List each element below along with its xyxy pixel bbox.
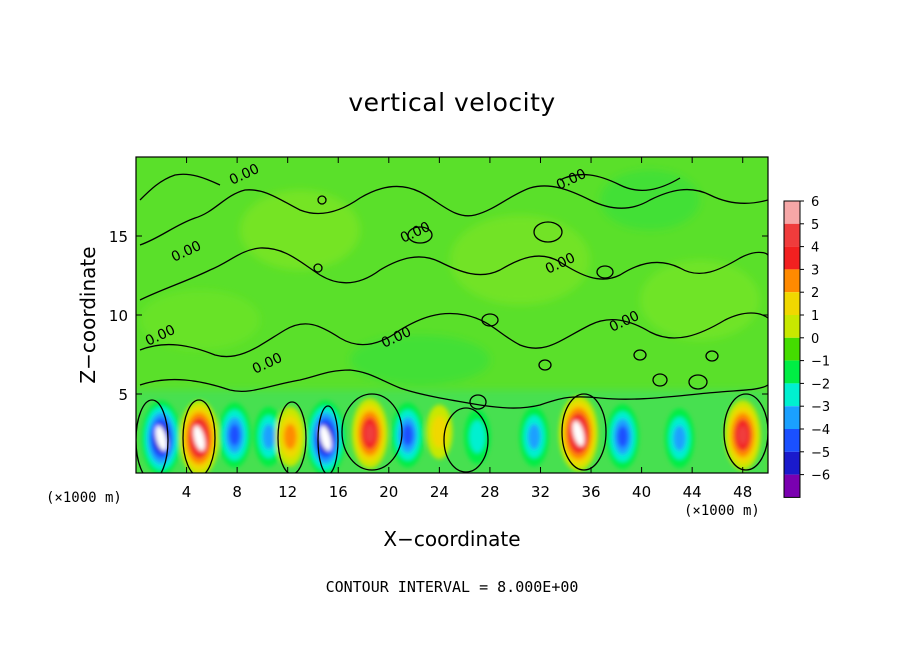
velocity-cell — [527, 423, 541, 450]
y-tick-label: 10 — [109, 307, 128, 325]
velocity-cell — [364, 424, 375, 443]
colorbar-frame — [783, 200, 801, 498]
contour-interval-note: CONTOUR INTERVAL = 8.000E+00 — [325, 578, 579, 596]
colorbar-label: −2 — [811, 377, 830, 392]
velocity-cell-core — [319, 425, 332, 451]
x-tick-label: 48 — [733, 483, 752, 501]
colorbar-label: 4 — [811, 241, 819, 256]
colorbar-swatch — [784, 474, 800, 498]
colorbar-label: 2 — [811, 286, 819, 301]
velocity-cell — [402, 424, 414, 446]
colorbar-label: −6 — [811, 469, 830, 484]
colorbar-swatch — [784, 406, 800, 429]
colorbar-label: 1 — [811, 309, 819, 324]
velocity-cell — [737, 425, 748, 445]
x-axis-label: X−coordinate — [383, 527, 521, 551]
colorbar-label: 6 — [811, 195, 819, 210]
colorbar-label: −3 — [811, 400, 830, 415]
x-tick-label: 44 — [683, 483, 702, 501]
x-tick-label: 28 — [480, 483, 499, 501]
colorbar-swatch — [784, 223, 800, 247]
x-tick-label: 20 — [379, 483, 398, 501]
velocity-cell — [262, 423, 276, 450]
velocity-cell — [229, 424, 241, 446]
colorbar-swatch — [784, 292, 800, 315]
colorbar-swatch — [784, 337, 800, 361]
colorbar-label: −4 — [811, 423, 830, 438]
velocity-cell-core — [155, 425, 168, 451]
colorbar-swatch — [784, 269, 800, 293]
velocity-cell — [673, 425, 686, 452]
colorbar-swatch — [784, 246, 800, 270]
x-tick-label: 4 — [182, 483, 192, 501]
x-unit-label-right: (×1000 m) — [684, 503, 760, 519]
colorbar-swatch — [784, 451, 800, 475]
x-tick-label: 36 — [581, 483, 600, 501]
colorbar-label: 0 — [811, 332, 819, 347]
x-tick-label: 16 — [329, 483, 348, 501]
velocity-cell — [469, 420, 486, 453]
colorbar-label: −1 — [811, 355, 830, 370]
y-tick-label: 5 — [118, 386, 128, 404]
colorbar-swatch — [784, 429, 800, 452]
colorbar-swatch — [784, 201, 800, 224]
colorbar-label: 3 — [811, 263, 819, 278]
colorbar-swatch — [784, 383, 800, 407]
x-tick-label: 24 — [430, 483, 449, 501]
colorbar-swatch — [784, 360, 800, 384]
x-tick-label: 8 — [232, 483, 242, 501]
velocity-cell — [617, 425, 629, 448]
colorbar-label: −5 — [811, 446, 830, 461]
velocity-cell-core — [193, 425, 206, 451]
y-tick-label: 15 — [109, 228, 128, 246]
x-unit-label-left: (×1000 m) — [46, 490, 122, 506]
velocity-cell — [283, 423, 297, 450]
velocity-cell-core — [572, 420, 585, 447]
x-tick-label: 40 — [632, 483, 651, 501]
x-tick-label: 12 — [278, 483, 297, 501]
colorbar-label: 5 — [811, 218, 819, 233]
chart-title: vertical velocity — [348, 88, 556, 117]
x-tick-label: 32 — [531, 483, 550, 501]
velocity-cell — [431, 415, 448, 449]
colorbar-swatch — [784, 315, 800, 338]
plot-area: 0.000.000.000.000.000.000.000.000.00 — [136, 157, 768, 473]
